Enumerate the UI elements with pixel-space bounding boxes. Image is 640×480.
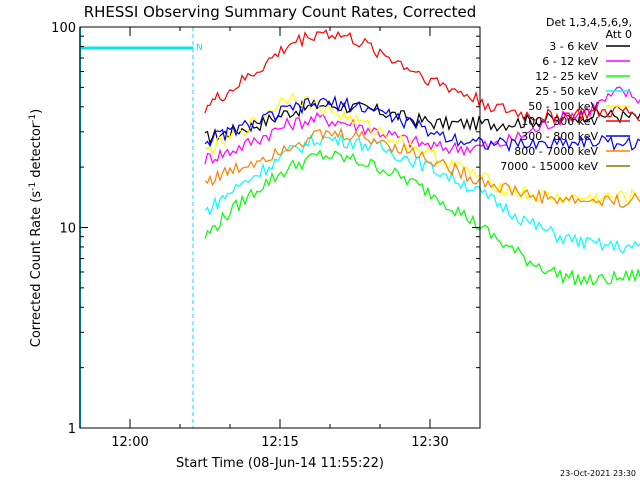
timestamp: 23-Oct-2021 23:30 — [560, 469, 636, 478]
legend: Det 1,3,4,5,6,9,Att 0 3 - 6 keV 6 - 12 keV… — [500, 16, 632, 173]
x-tick-label: 12:15 — [261, 435, 298, 450]
x-tick-label: 12:00 — [111, 435, 148, 450]
y-axis-label-sup2: -1 — [28, 114, 38, 123]
legend-label: 300 - 800 keV — [521, 130, 598, 143]
y-axis-label: Corrected Count Rate (s-1 detector-1) — [28, 109, 44, 347]
series-line-1-part1 — [204, 99, 640, 145]
legend-label: 6 - 12 keV — [542, 55, 598, 68]
legend-header-line: Det 1,3,4,5,6,9, — [546, 16, 632, 29]
legend-label: 50 - 100 keV — [528, 100, 598, 113]
legend-label: 3 - 6 keV — [549, 40, 598, 53]
series-line-8-part1 — [204, 127, 640, 208]
series-line-7-part1 — [204, 95, 640, 153]
axes: 100 10 1 12:00 12:15 12:30 — [51, 21, 481, 450]
y-axis-label-part2: detector — [29, 122, 44, 182]
chart-title: RHESSI Observing Summary Count Rates, Co… — [84, 3, 477, 21]
legend-label: 7000 - 15000 keV — [500, 160, 598, 173]
y-tick-label: 100 — [51, 21, 76, 36]
y-axis-label-part1: Corrected Count Rate (s — [29, 191, 44, 348]
legend-label: 25 - 50 keV — [535, 85, 598, 98]
legend-label: 800 - 7000 keV — [514, 145, 598, 158]
x-tick-label: 12:30 — [411, 435, 448, 450]
series-line-3-part1 — [204, 149, 640, 287]
plot-frame — [79, 26, 481, 429]
legend-label: 12 - 25 keV — [535, 70, 598, 83]
y-tick-label: 1 — [68, 422, 76, 437]
legend-header-line: Att 0 — [606, 28, 632, 41]
y-axis-label-part3: ) — [29, 109, 44, 114]
series-line-2-part1 — [204, 86, 640, 165]
y-tick-label: 10 — [59, 222, 76, 237]
night-marker-label: N — [196, 43, 203, 53]
legend-label: 100 - 300 keV — [521, 115, 598, 128]
y-axis-label-sup1: -1 — [28, 182, 38, 191]
x-axis-label: Start Time (08-Jun-14 11:55:22) — [176, 456, 384, 471]
series-line-6-part1 — [204, 29, 640, 125]
series-line-5-part1 — [204, 92, 640, 205]
